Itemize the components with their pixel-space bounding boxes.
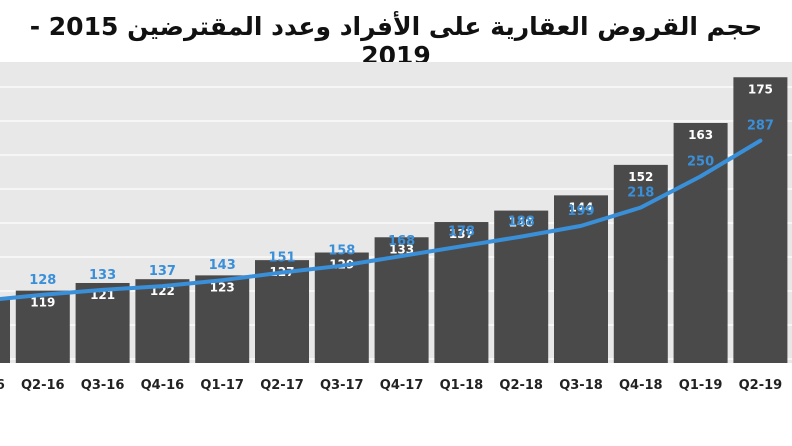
x-tick-label: Q4-18 [619, 378, 663, 393]
bar [673, 122, 728, 363]
bar [75, 282, 130, 363]
line-value-label: 158 [328, 244, 355, 259]
line-value-label: 143 [209, 258, 236, 273]
x-axis-ticks: Q1-16 Q2-16 Q3-16 Q4-16 Q1-17 Q2-17 Q3-17 Q4-17… [0, 378, 782, 393]
bar-value-label: 152 [628, 170, 653, 184]
bar-value-label: 175 [748, 82, 773, 96]
bar-series: 1171191211221231271291331371401441521631… [0, 77, 788, 363]
bar [314, 252, 369, 363]
line-value-label: 188 [508, 215, 535, 230]
bar-value-label: 119 [30, 296, 55, 310]
line-value-label: 199 [567, 204, 594, 219]
line-value-label: 128 [29, 273, 56, 288]
x-tick-label: Q1-19 [679, 378, 723, 393]
x-tick-label: Q1-17 [200, 378, 244, 393]
line-value-label: 151 [268, 250, 295, 265]
line-value-label: 133 [89, 268, 116, 283]
line-value-label: 168 [388, 234, 415, 249]
bar-value-label: 163 [688, 128, 713, 142]
bar-value-label: 137 [449, 227, 474, 241]
line-value-label: 287 [747, 119, 774, 134]
x-tick-label: Q2-17 [260, 378, 304, 393]
bar-value-label: 144 [568, 200, 593, 214]
bar [15, 290, 70, 363]
x-tick-label: Q2-19 [739, 378, 783, 393]
x-tick-label: Q3-17 [320, 378, 364, 393]
bar [135, 279, 190, 363]
x-tick-label: Q3-18 [559, 378, 603, 393]
line-value-label: 218 [627, 185, 654, 200]
x-tick-label: Q2-18 [499, 378, 543, 393]
line-series: 1221281331371431511581681781881992182502… [0, 119, 774, 301]
line-series-path [0, 138, 763, 301]
bar-value-label: 133 [389, 242, 414, 256]
bar [195, 275, 250, 363]
line-value-label: 250 [687, 154, 714, 169]
x-tick-label: Q1-18 [440, 378, 484, 393]
bar-value-label: 140 [509, 216, 534, 230]
bar [0, 298, 10, 363]
bar [554, 195, 608, 363]
chart-title: حجم القروض العقارية على الأفراد وعدد الم… [29, 12, 763, 70]
x-tick-label: Q4-16 [141, 378, 185, 393]
bar [255, 260, 309, 363]
x-tick-label: Q4-17 [380, 378, 424, 393]
line-value-label: 137 [149, 264, 176, 279]
x-tick-label: Q1-16 [0, 378, 5, 393]
x-tick-label: Q3-16 [81, 378, 125, 393]
bar-value-label: 123 [210, 280, 235, 294]
line-value-label: 178 [448, 224, 475, 239]
bar [733, 77, 788, 363]
x-tick-label: Q2-16 [21, 378, 65, 393]
